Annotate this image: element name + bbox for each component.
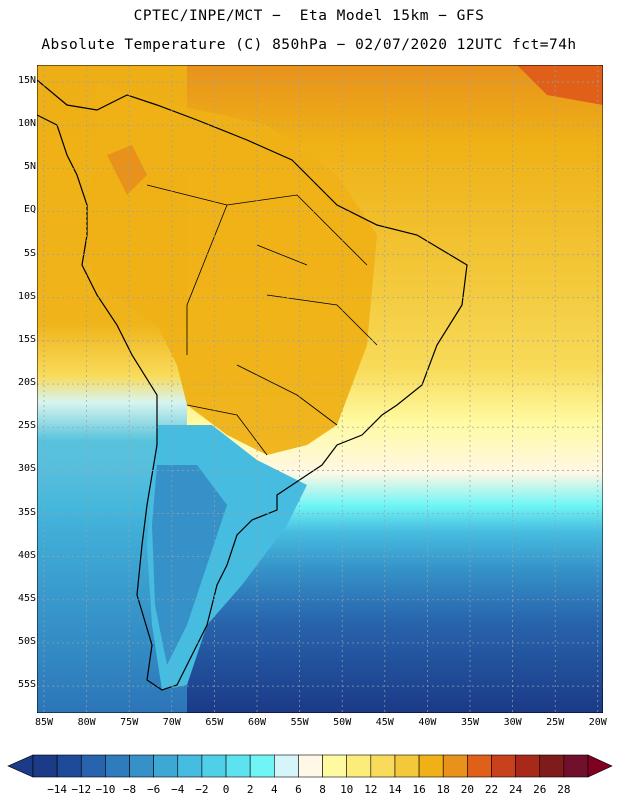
colorbar-tick-label: 0 xyxy=(222,783,230,796)
lat-tick-label: 10S xyxy=(17,290,36,302)
colorbar-tick-label: 20 xyxy=(460,783,474,796)
lat-tick-label: 10N xyxy=(17,118,36,130)
temperature-map xyxy=(37,65,603,713)
colorbar-tick-label: 2 xyxy=(246,783,254,796)
colorbar-swatch xyxy=(56,754,82,778)
colorbar-swatch xyxy=(539,754,565,778)
colorbar-swatch xyxy=(418,754,444,778)
colorbar-swatch xyxy=(201,754,227,778)
colorbar-swatch xyxy=(32,754,58,778)
colorbar-under-arrow xyxy=(7,754,34,778)
hot-spot-andes xyxy=(107,145,147,195)
lat-tick-label: 55S xyxy=(17,679,36,691)
lon-tick-label: 50W xyxy=(333,717,352,728)
colorbar-swatch xyxy=(80,754,106,778)
lat-tick-label: EQ xyxy=(23,204,36,216)
lon-tick-label: 55W xyxy=(290,717,309,728)
lat-tick-label: 15S xyxy=(17,333,36,345)
lat-tick-label: 30S xyxy=(17,463,36,475)
colorbar-tick-label: −14 xyxy=(47,783,68,796)
graticule xyxy=(37,65,603,713)
colorbar-tick-label: 22 xyxy=(484,783,499,796)
colorbar-swatch xyxy=(515,754,541,778)
colorbar-tick-label: −4 xyxy=(171,783,185,796)
colorbar-swatch xyxy=(274,754,299,778)
map-title-line1: CPTEC/INPE/MCT − Eta Model 15km − GFS xyxy=(133,8,485,24)
lon-tick-label: 30W xyxy=(503,717,522,728)
lon-tick-label: 25W xyxy=(546,717,565,728)
colorbar-swatch xyxy=(442,754,468,778)
lon-tick-label: 70W xyxy=(162,717,181,728)
colorbar-swatch xyxy=(563,754,589,778)
hot-spot-ne xyxy=(517,65,603,105)
colorbar-swatch xyxy=(394,754,420,778)
lon-tick-label: 40W xyxy=(418,717,437,728)
colorbar-tick-label: −8 xyxy=(122,783,137,796)
lat-tick-label: 5S xyxy=(23,247,36,259)
colorbar-tick-label: −2 xyxy=(195,783,209,796)
lat-tick-label: 35S xyxy=(17,506,36,518)
colorbar-swatch xyxy=(249,754,275,778)
colorbar-tick-label: −6 xyxy=(147,783,161,796)
colorbar-swatch xyxy=(491,754,516,778)
lat-tick-label: 50S xyxy=(17,635,36,647)
colorbar-tick-label: 12 xyxy=(364,783,378,796)
lat-tick-label: 25S xyxy=(17,420,36,432)
colorbar-tick-label: −12 xyxy=(71,783,92,796)
colorbar-over-arrow xyxy=(587,754,613,778)
colorbar-tick-label: 8 xyxy=(319,783,326,796)
coastline xyxy=(37,79,468,691)
lon-tick-label: 85W xyxy=(34,717,54,728)
colorbar xyxy=(7,754,613,778)
lat-tick-label: 15N xyxy=(17,75,36,86)
colorbar-tick-label: −10 xyxy=(95,783,116,796)
colorbar-tick-label: 28 xyxy=(557,783,571,796)
lon-tick-label: 60W xyxy=(247,717,267,728)
lon-tick-label: 75W xyxy=(120,717,139,728)
colorbar-tick-label: 14 xyxy=(388,783,402,796)
cold-core xyxy=(152,465,227,665)
colorbar-tick-label: 26 xyxy=(533,783,547,796)
lon-tick-label: 45W xyxy=(375,717,394,728)
colorbar-tick-label: 16 xyxy=(412,783,426,796)
lat-tick-label: 5N xyxy=(23,161,36,173)
colorbar-swatch xyxy=(153,754,179,778)
colorbar-tick-label: 10 xyxy=(340,783,354,796)
colorbar-swatch xyxy=(467,754,492,778)
lon-tick-label: 65W xyxy=(205,717,224,728)
lat-tick-label: 40S xyxy=(17,549,36,561)
lon-tick-label: 80W xyxy=(77,717,96,728)
colorbar-swatch xyxy=(225,754,251,778)
colorbar-tick-label: 4 xyxy=(270,783,278,796)
colorbar-swatch xyxy=(298,754,323,778)
warm-continent xyxy=(77,85,377,455)
colorbar-swatch xyxy=(129,754,154,778)
lon-tick-label: 20W xyxy=(588,717,607,728)
colorbar-swatch xyxy=(105,754,130,778)
colorbar-swatch xyxy=(177,754,203,778)
lat-tick-label: 20S xyxy=(17,377,36,389)
colorbar-swatch xyxy=(370,754,396,778)
country-borders xyxy=(146,184,378,456)
colorbar-tick-label: 6 xyxy=(295,783,302,796)
colorbar-swatch xyxy=(346,754,372,778)
colorbar-tick-label: 18 xyxy=(436,783,450,796)
colorbar-tick-label: 24 xyxy=(508,783,523,796)
map-title-line2: Absolute Temperature (C) 850hPa − 02/07/… xyxy=(41,37,577,53)
lat-tick-label: 45S xyxy=(17,592,36,604)
colorbar-swatch xyxy=(322,754,347,778)
lon-tick-label: 35W xyxy=(460,717,480,728)
